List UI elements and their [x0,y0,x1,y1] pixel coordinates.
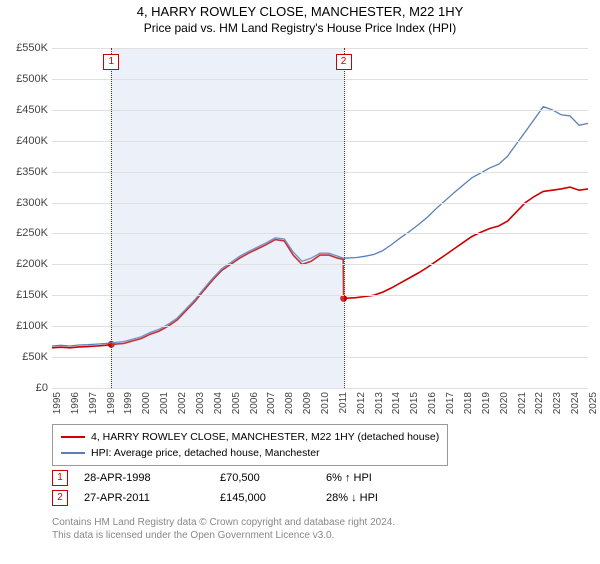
gridline-h [52,388,588,389]
legend-row: HPI: Average price, detached house, Manc… [61,445,439,461]
gridline-h [52,264,588,265]
sale-row-price: £70,500 [220,472,310,484]
gridline-h [52,203,588,204]
x-tick-label: 2005 [231,392,242,422]
x-tick-label: 2010 [320,392,331,422]
gridline-h [52,233,588,234]
x-tick-label: 2011 [338,392,349,422]
y-tick-label: £350K [4,166,48,178]
y-tick-label: £0 [4,382,48,394]
y-tick-label: £500K [4,73,48,85]
x-tick-label: 2020 [499,392,510,422]
legend-label: 4, HARRY ROWLEY CLOSE, MANCHESTER, M22 1… [91,429,439,445]
x-tick-label: 1995 [52,392,63,422]
gridline-h [52,48,588,49]
chart-subtitle: Price paid vs. HM Land Registry's House … [0,21,600,35]
x-tick-label: 2014 [391,392,402,422]
y-tick-label: £250K [4,227,48,239]
x-tick-label: 1997 [88,392,99,422]
x-tick-label: 2008 [284,392,295,422]
footer-line1: Contains HM Land Registry data © Crown c… [52,516,395,529]
x-tick-label: 1999 [123,392,134,422]
y-tick-label: £200K [4,258,48,270]
legend-box: 4, HARRY ROWLEY CLOSE, MANCHESTER, M22 1… [52,424,448,466]
x-tick-label: 2017 [445,392,456,422]
gridline-h [52,110,588,111]
x-tick-label: 2025 [588,392,599,422]
sale-row-date: 27-APR-2011 [84,492,204,504]
sale-row-marker: 1 [52,470,68,486]
sale-row: 2 27-APR-2011 £145,000 28% ↓ HPI [52,490,426,506]
gridline-h [52,326,588,327]
sale-row-date: 28-APR-1998 [84,472,204,484]
sale-band [111,48,343,388]
x-tick-label: 2015 [409,392,420,422]
sale-row-marker: 2 [52,490,68,506]
gridline-h [52,172,588,173]
x-tick-label: 1998 [106,392,117,422]
sale-marker-line [111,48,112,388]
sales-table: 1 28-APR-1998 £70,500 6% ↑ HPI 2 27-APR-2011 £… [52,470,426,510]
chart-title: 4, HARRY ROWLEY CLOSE, MANCHESTER, M22 1… [0,4,600,19]
y-tick-label: £50K [4,351,48,363]
x-tick-label: 1996 [70,392,81,422]
legend-swatch [61,436,85,438]
sale-row-price: £145,000 [220,492,310,504]
x-tick-label: 2004 [213,392,224,422]
sale-marker-box: 1 [103,54,119,70]
y-tick-label: £300K [4,197,48,209]
x-tick-label: 2002 [177,392,188,422]
x-tick-label: 2012 [356,392,367,422]
x-tick-label: 2001 [159,392,170,422]
gridline-h [52,141,588,142]
y-tick-label: £400K [4,135,48,147]
gridline-h [52,357,588,358]
footer-attribution: Contains HM Land Registry data © Crown c… [52,516,395,542]
x-tick-label: 2018 [463,392,474,422]
x-tick-label: 2006 [249,392,260,422]
sale-row-pct: 28% ↓ HPI [326,492,426,504]
y-tick-label: £100K [4,320,48,332]
x-tick-label: 2007 [266,392,277,422]
x-tick-label: 2000 [141,392,152,422]
sale-row: 1 28-APR-1998 £70,500 6% ↑ HPI [52,470,426,486]
y-tick-label: £150K [4,289,48,301]
x-tick-label: 2013 [374,392,385,422]
legend-row: 4, HARRY ROWLEY CLOSE, MANCHESTER, M22 1… [61,429,439,445]
x-tick-label: 2003 [195,392,206,422]
x-tick-label: 2019 [481,392,492,422]
y-tick-label: £550K [4,42,48,54]
x-tick-label: 2009 [302,392,313,422]
y-tick-label: £450K [4,104,48,116]
gridline-h [52,79,588,80]
gridline-h [52,295,588,296]
footer-line2: This data is licensed under the Open Gov… [52,529,395,542]
sale-row-pct: 6% ↑ HPI [326,472,426,484]
x-tick-label: 2023 [552,392,563,422]
x-tick-label: 2022 [534,392,545,422]
sale-marker-box: 2 [336,54,352,70]
x-tick-label: 2021 [517,392,528,422]
chart-area: 12 [52,48,588,388]
x-tick-label: 2024 [570,392,581,422]
legend-swatch [61,452,85,454]
legend-label: HPI: Average price, detached house, Manc… [91,445,320,461]
x-tick-label: 2016 [427,392,438,422]
sale-marker-line [344,48,345,388]
